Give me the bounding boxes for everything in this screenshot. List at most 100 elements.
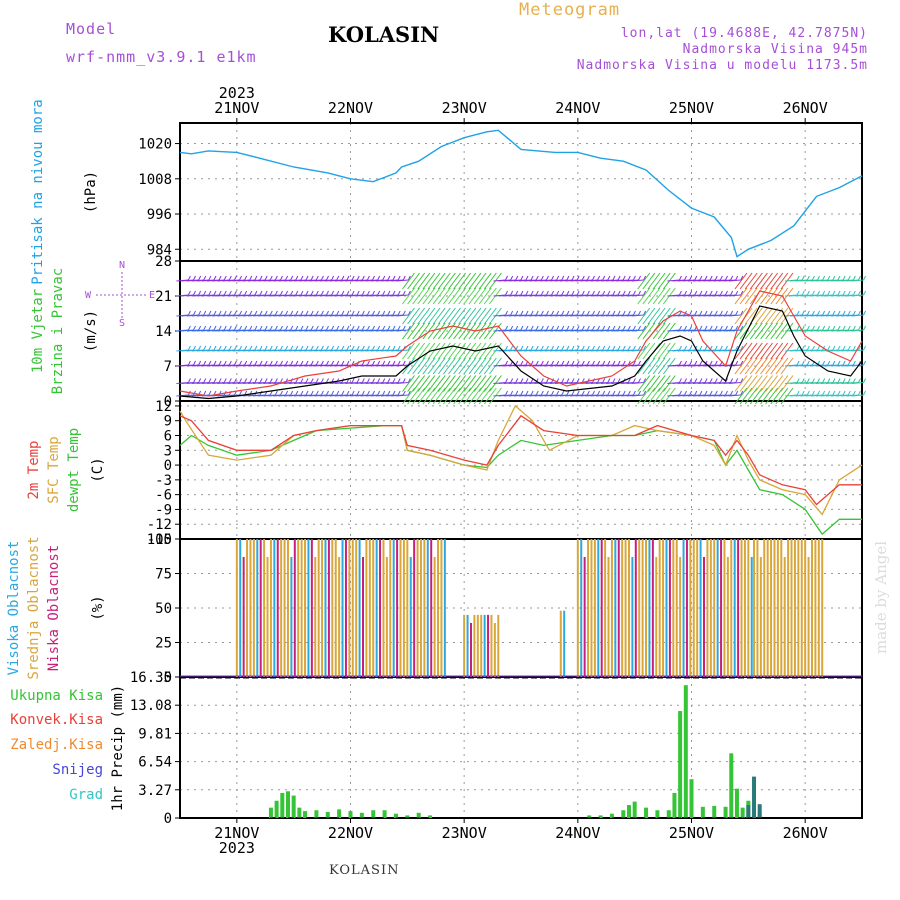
wind-barb	[505, 290, 508, 296]
precip-bar	[416, 812, 421, 818]
wind-barb	[505, 378, 508, 383]
wind-barb	[249, 360, 253, 366]
y-tick-label: -12	[147, 517, 172, 533]
wind-label-1: 10m Vjetar	[30, 289, 46, 373]
wind-barb	[827, 360, 831, 366]
wind-barb	[709, 290, 713, 296]
wind-barb	[290, 325, 294, 331]
wind-barb	[643, 290, 647, 296]
wind-barb	[305, 360, 309, 366]
wind-barb	[775, 342, 789, 360]
wind-barb	[341, 275, 345, 281]
wind-barb	[581, 275, 585, 281]
wind-barb	[617, 378, 621, 383]
wind-barb	[320, 275, 324, 281]
wind-barb	[437, 387, 451, 405]
wind-barb	[463, 387, 477, 405]
wind-barb	[515, 378, 519, 383]
wind-barb	[407, 378, 411, 383]
wind-barb	[832, 390, 836, 396]
y-tick-label: 1020	[138, 137, 172, 153]
wind-barb	[483, 357, 497, 375]
wind-barb	[863, 345, 867, 351]
y-tick-label: 6.54	[138, 755, 172, 771]
wind-barb	[546, 390, 549, 396]
wind-barb	[765, 322, 779, 340]
wind-barb	[310, 378, 314, 383]
wind-barb	[770, 357, 784, 375]
wind-barb	[704, 345, 708, 351]
wind-barb	[285, 275, 289, 281]
wind-barb	[259, 275, 263, 281]
wind-barb	[847, 325, 851, 331]
wind-barb	[684, 390, 688, 396]
wind-barb	[432, 375, 446, 392]
wind-barb	[448, 375, 461, 392]
wind-barb	[473, 307, 487, 325]
wind-barb	[483, 322, 497, 340]
wind-barb	[417, 322, 431, 340]
wind-barb	[704, 390, 708, 396]
wind-barb	[280, 378, 283, 383]
wind-barb	[719, 290, 723, 296]
wind-barb	[749, 375, 763, 392]
wind-barb	[382, 290, 386, 296]
precip-bar	[621, 810, 626, 818]
wind-barb	[597, 310, 601, 316]
wind-barb	[540, 390, 544, 396]
wind-barb	[412, 357, 426, 375]
wind-barb	[432, 322, 446, 340]
wind-barb	[652, 272, 666, 290]
wind-barb	[295, 360, 299, 366]
wind-barb	[602, 390, 606, 396]
wind-barb	[744, 375, 758, 392]
wind-barb	[770, 272, 784, 290]
wind-barb	[719, 390, 723, 396]
wind-barb	[218, 325, 222, 331]
wind-barb	[361, 378, 365, 383]
wind-barb	[657, 287, 671, 305]
wind-barb	[453, 375, 467, 392]
wind-barb	[372, 360, 375, 366]
wind-barb	[775, 322, 789, 340]
wind-barb	[483, 342, 497, 360]
wind-barb	[657, 272, 671, 290]
wind-barb	[326, 345, 329, 351]
wind-barb	[187, 345, 191, 351]
wind-barb	[597, 360, 601, 366]
y-tick-label: 3	[164, 443, 172, 459]
wind-barb	[631, 364, 644, 367]
wind-barb	[417, 287, 431, 305]
wind-barb	[249, 345, 253, 351]
wind-barb	[796, 390, 800, 396]
wind-barb	[632, 325, 636, 331]
wind-barb	[305, 325, 309, 331]
wind-barb	[714, 310, 718, 316]
wind-barb	[842, 345, 846, 351]
wind-barb	[607, 310, 611, 316]
wind-barb	[704, 325, 708, 331]
wind-barb	[597, 290, 601, 296]
t2m-label: 2m Temp	[26, 440, 42, 499]
wind-barb	[356, 310, 360, 316]
wind-barb	[407, 345, 411, 351]
wind-barb	[679, 290, 682, 296]
wind-barb	[851, 349, 864, 352]
wind-barb	[244, 290, 248, 296]
wind-barb	[453, 322, 467, 340]
wind-barb	[728, 394, 741, 397]
wind-barb	[520, 390, 524, 396]
wind-barb	[652, 357, 666, 375]
wind-barb	[530, 290, 534, 296]
wind-barb	[510, 290, 514, 296]
wind-barb	[412, 387, 426, 405]
wind-barb	[525, 290, 529, 296]
wind-barb	[239, 275, 243, 281]
wind-mean-line	[179, 305, 863, 400]
wind-barb	[407, 310, 411, 316]
wind-barb	[285, 325, 289, 331]
wind-barb	[643, 310, 647, 316]
wind-barb	[714, 345, 718, 351]
wind-label-2: Brzina i Pravac	[50, 268, 66, 394]
wind-barb	[396, 394, 409, 397]
